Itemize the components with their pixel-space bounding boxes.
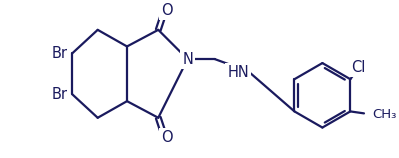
- Text: O: O: [161, 3, 173, 18]
- Text: HN: HN: [227, 65, 249, 80]
- Text: O: O: [161, 130, 173, 145]
- Text: Br: Br: [51, 46, 67, 61]
- Text: CH₃: CH₃: [372, 108, 396, 121]
- Text: N: N: [182, 52, 193, 67]
- Text: Br: Br: [51, 87, 67, 102]
- Text: Cl: Cl: [351, 60, 365, 75]
